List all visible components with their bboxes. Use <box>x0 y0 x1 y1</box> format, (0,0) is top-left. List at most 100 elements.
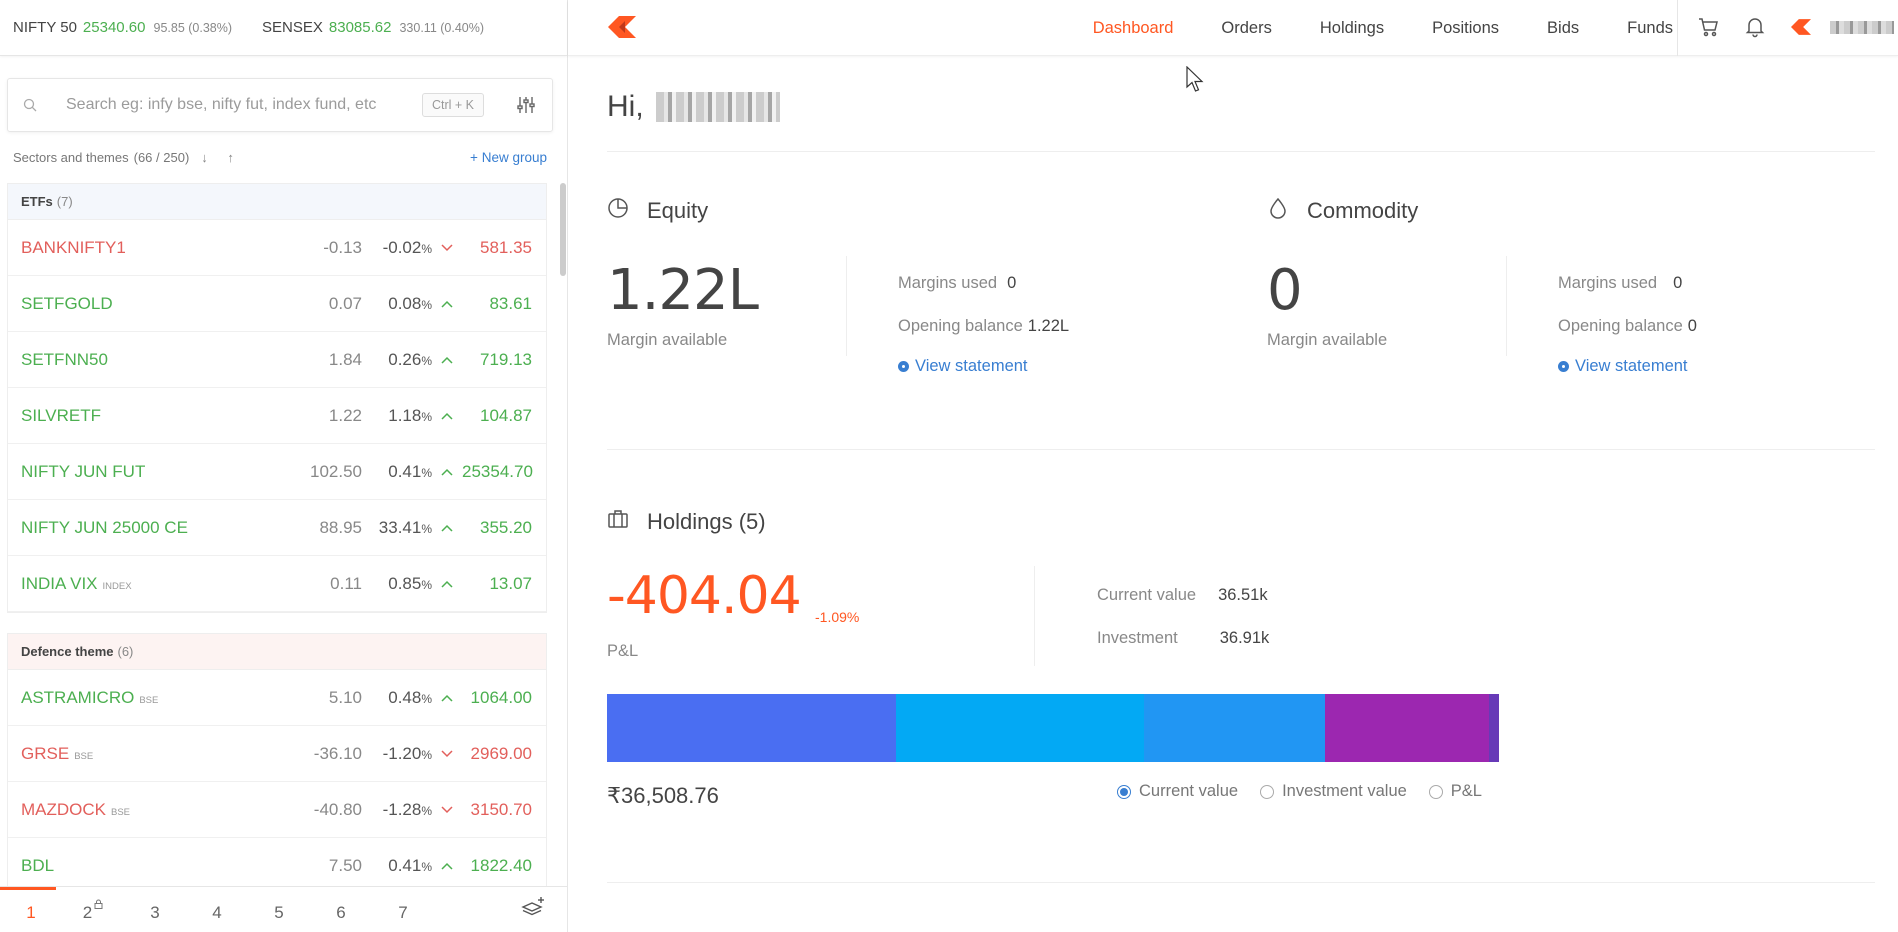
instrument-change: -0.13 <box>323 237 362 257</box>
exchange-tag: BSE <box>139 694 159 706</box>
nav-holdings[interactable]: Holdings <box>1319 18 1385 37</box>
watchlist-panel: NIFTY 50 25340.60 95.85 (0.38%) SENSEX 8… <box>0 0 568 932</box>
instrument-change-pct: 0.41% <box>388 461 432 481</box>
main-nav: Dashboard Orders Holdings Positions Bids Fund… <box>1045 0 1673 56</box>
layers-icon[interactable] <box>521 895 545 924</box>
instrument-ltp: 104.87 <box>480 405 532 425</box>
group-header[interactable]: Defence theme (6) <box>8 634 546 670</box>
watchlist-row[interactable]: ASTRAMICRO BSE 5.10 0.48% 1064.00 <box>8 670 546 726</box>
sort-arrows-icon[interactable]: ↓ ↑ <box>201 149 242 165</box>
radio-option[interactable]: Current value <box>1117 782 1238 801</box>
value: 36.51k <box>1218 586 1268 604</box>
commodity-margin-available: 0 <box>1267 258 1303 323</box>
holding-bar-segment[interactable] <box>1325 694 1489 762</box>
instrument-change-pct: 0.48% <box>388 687 432 707</box>
holding-bar-segment[interactable] <box>607 694 896 762</box>
briefcase-icon <box>607 508 647 536</box>
instrument-change: 102.50 <box>310 461 362 481</box>
watchlist-page-tab[interactable]: 5 <box>274 902 284 922</box>
watchlist-row[interactable]: NIFTY JUN FUT 102.50 0.41% 25354.70 <box>8 444 546 500</box>
equity-section-title: Equity <box>607 197 708 225</box>
value: 36.91k <box>1219 629 1270 647</box>
nav-funds[interactable]: Funds <box>1627 18 1673 37</box>
watchlist-row[interactable]: INDIA VIX INDEX 0.11 0.85% 13.07 <box>8 556 546 612</box>
divider <box>846 256 847 356</box>
commodity-view-statement-link[interactable]: View statement <box>1558 357 1688 376</box>
watchlist-page-tab[interactable]: 6 <box>336 902 346 922</box>
search-input[interactable] <box>52 96 422 114</box>
radio-option[interactable]: Investment value <box>1260 782 1407 801</box>
equity-margin-label: Margin available <box>607 331 728 349</box>
watchlist-row[interactable]: SETFNN50 1.84 0.26% 719.13 <box>8 332 546 388</box>
divider <box>607 449 1875 450</box>
watchlist-page-tab[interactable]: 4 <box>212 902 222 922</box>
instrument-change-pct: 1.18% <box>388 405 432 425</box>
chevron-up-icon <box>432 520 462 535</box>
instrument-change: 88.95 <box>319 517 362 537</box>
cart-icon[interactable] <box>1698 16 1720 43</box>
search-icon <box>8 98 52 112</box>
commodity-margin-label: Margin available <box>1267 331 1388 349</box>
search-box: Ctrl + K <box>7 78 553 132</box>
instrument-symbol: BANKNIFTY1 <box>21 237 126 257</box>
link-label: View statement <box>1575 357 1688 375</box>
holding-bar-segment[interactable] <box>896 694 1144 762</box>
watchlist-page-tab[interactable]: 1 <box>0 886 62 932</box>
watchlist-row[interactable]: SETFGOLD 0.07 0.08% 83.61 <box>8 276 546 332</box>
instrument-change: 0.07 <box>328 293 362 313</box>
radio-option[interactable]: P&L <box>1428 782 1482 801</box>
exchange-tag: BSE <box>74 750 94 762</box>
instrument-change-pct: -0.02% <box>382 237 432 257</box>
instrument-ltp: 2969.00 <box>470 743 532 763</box>
watchlist-page-tab[interactable]: 2 <box>62 887 124 932</box>
group-count: (6) <box>117 644 134 659</box>
holdings-current-value: Current value 36.51k <box>1097 586 1268 605</box>
holdings-title: Holdings (5) <box>647 509 766 534</box>
chevron-down-icon <box>432 802 462 817</box>
instrument-change: 7.50 <box>328 855 362 875</box>
index-sensex[interactable]: SENSEX 83085.62 330.11 (0.40%) <box>262 19 484 36</box>
holding-bar-segment[interactable] <box>1489 694 1499 762</box>
kite-logo-icon[interactable] <box>608 16 636 43</box>
bell-icon[interactable] <box>1744 16 1766 43</box>
holdings-distribution-bar <box>607 694 1499 762</box>
watchlist-row[interactable]: GRSE BSE -36.10 -1.20% 2969.00 <box>8 726 546 782</box>
new-group-button[interactable]: + New group <box>470 150 547 165</box>
label: Investment <box>1097 629 1178 647</box>
instrument-ltp: 719.13 <box>480 349 532 369</box>
filter-icon[interactable] <box>506 95 546 115</box>
watchlist-page-tab[interactable]: 7 <box>398 902 408 922</box>
chevron-up-icon <box>432 296 462 311</box>
index-nifty50[interactable]: NIFTY 50 25340.60 95.85 (0.38%) <box>13 19 232 36</box>
equity-view-statement-link[interactable]: View statement <box>898 357 1028 376</box>
instrument-ltp: 1064.00 <box>470 687 532 707</box>
lock-icon <box>94 899 103 912</box>
watchlist-row[interactable]: SILVRETF 1.22 1.18% 104.87 <box>8 388 546 444</box>
nav-dashboard[interactable]: Dashboard <box>1092 18 1174 37</box>
holdings-total-value: ₹36,508.76 <box>607 783 719 808</box>
account-logo-icon[interactable] <box>1791 19 1811 40</box>
mouse-cursor-icon <box>1186 65 1204 99</box>
index-ticker-bar: NIFTY 50 25340.60 95.85 (0.38%) SENSEX 8… <box>0 0 567 56</box>
holding-bar-segment[interactable] <box>1144 694 1325 762</box>
divider <box>607 151 1875 152</box>
watchlist-page-tab[interactable]: 3 <box>150 902 160 922</box>
chevron-up-icon <box>432 464 462 479</box>
equity-title: Equity <box>647 198 709 223</box>
chevron-up-icon <box>432 690 462 705</box>
nav-bids[interactable]: Bids <box>1547 18 1580 37</box>
instrument-change: 0.11 <box>330 573 362 593</box>
nav-positions[interactable]: Positions <box>1432 18 1500 37</box>
radio-circle-icon <box>1117 784 1131 799</box>
watchlist-scrollbar[interactable] <box>560 183 566 276</box>
holdings-pnl: -404.04 <box>607 566 802 626</box>
chevron-up-icon <box>432 576 462 591</box>
group-header[interactable]: ETFs (7) <box>8 184 546 220</box>
user-id-redacted[interactable] <box>1830 21 1894 34</box>
watchlist-row[interactable]: NIFTY JUN 25000 CE 88.95 33.41% 355.20 <box>8 500 546 556</box>
link-label: View statement <box>915 357 1028 375</box>
watchlist-row[interactable]: MAZDOCK BSE -40.80 -1.28% 3150.70 <box>8 782 546 838</box>
nav-orders[interactable]: Orders <box>1221 18 1272 37</box>
watchlist-row[interactable]: BANKNIFTY1 -0.13 -0.02% 581.35 <box>8 220 546 276</box>
